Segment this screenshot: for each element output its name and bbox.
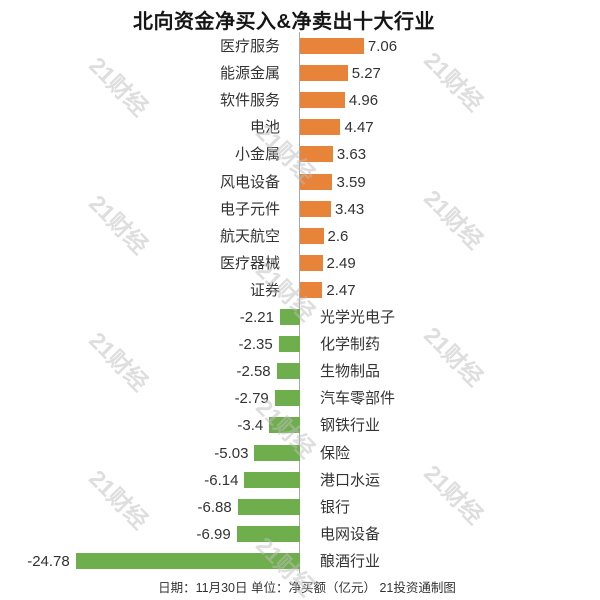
value-label: 3.59 [336,174,366,191]
category-label: 生物制品 [320,363,381,380]
bar-positive [300,119,341,135]
bar-positive [300,174,333,190]
value-label: -6.14 [204,472,239,489]
chart-footnote: 日期：11月30日 单位：净买额（亿元） 21投资通制图 [158,581,456,595]
value-label: -6.99 [196,526,231,543]
category-label: 能源金属 [219,65,280,82]
value-label: 7.06 [367,38,398,55]
value-label: -2.58 [236,363,271,380]
category-label: 银行 [320,499,351,516]
category-label: 电网设备 [320,526,381,543]
bar-negative [237,499,300,515]
category-label: 港口水运 [320,472,381,489]
category-label: 医疗服务 [219,38,280,55]
category-label: 钢铁行业 [320,417,381,434]
bar-negative [274,390,300,406]
category-label: 证券 [249,282,280,299]
bar-negative [236,526,300,542]
category-label: 汽车零部件 [320,390,396,407]
value-label: -24.78 [27,553,70,570]
category-label: 酿酒行业 [320,553,381,570]
category-label: 电子元件 [219,201,280,218]
watermark-text: 21财经 [419,46,489,116]
watermark-text: 21财经 [419,459,489,529]
category-label: 化学制药 [320,336,381,353]
category-label: 光学光电子 [320,309,396,326]
category-label: 保险 [320,445,351,462]
bar-positive [300,228,324,244]
value-label: 3.63 [336,146,367,163]
category-label: 软件服务 [219,92,280,109]
bar-positive [300,201,332,217]
value-label: 2.47 [326,282,356,299]
watermark-text: 21财经 [419,184,489,254]
bar-positive [300,92,345,108]
watermark-text: 21财经 [84,326,154,396]
bar-positive [300,38,364,54]
value-label: -6.88 [197,499,232,516]
category-label: 风电设备 [219,174,280,191]
bar-negative [269,417,300,433]
value-label: 3.43 [335,201,365,218]
category-label: 医疗器械 [219,255,280,272]
value-label: -3.4 [237,417,264,434]
value-label: 5.27 [351,65,381,82]
watermark-text: 21财经 [84,189,154,259]
value-label: -2.35 [238,336,273,353]
bar-negative [278,336,300,352]
category-label: 航天航空 [219,228,280,245]
bar-positive [300,255,323,271]
value-label: 4.47 [344,119,374,136]
bar-negative [244,472,300,488]
value-label: -2.21 [239,309,274,326]
chart-title: 北向资金净买入&净卖出十大行业 [133,11,435,33]
bar-negative [75,553,300,569]
value-label: -5.03 [214,445,249,462]
category-label: 电池 [249,119,280,136]
bar-positive [300,282,323,298]
value-label: -2.79 [234,390,269,407]
bar-negative [254,445,300,461]
watermark-text: 21财经 [84,51,154,121]
watermark-text: 21财经 [84,464,154,534]
value-label: 2.6 [327,228,349,245]
value-label: 2.49 [326,255,356,272]
category-label: 小金属 [234,146,280,163]
bar-positive [300,146,333,162]
axis-line [299,32,300,573]
watermark-text: 21财经 [419,321,489,391]
bar-negative [276,363,300,379]
value-label: 4.96 [348,92,379,109]
bar-positive [300,65,348,81]
bar-negative [279,309,300,325]
